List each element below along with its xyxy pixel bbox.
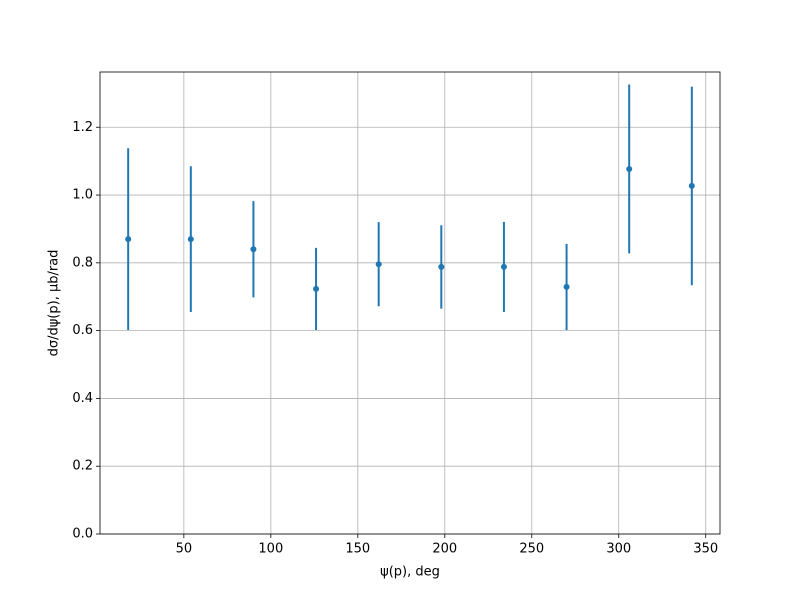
x-tick-label: 300 [606,542,631,557]
y-tick-label: 0.2 [72,459,93,474]
data-point [688,182,695,189]
x-tick-label: 50 [176,542,193,557]
y-axis-label: dσ/dψ(p), μb/rad [47,250,62,357]
plot-frame [99,71,721,535]
data-point [375,261,382,268]
data-point [313,285,320,292]
data-point [438,263,445,270]
y-tick-label: 0.4 [72,391,93,406]
data-point [250,246,257,253]
data-point [500,263,507,270]
x-tick-label: 150 [345,542,370,557]
data-point [187,236,194,243]
data-point [125,236,132,243]
y-tick-label: 0.0 [72,527,93,542]
data-point [563,283,570,290]
x-tick-label: 350 [693,542,718,557]
y-tick-label: 0.8 [72,255,93,270]
x-axis-label: ψ(p), deg [380,565,440,580]
y-tick-label: 1.2 [72,120,93,135]
y-tick-label: 0.6 [72,323,93,338]
x-tick-label: 200 [432,542,457,557]
x-tick-label: 100 [258,542,283,557]
y-tick-label: 1.0 [72,188,93,203]
x-tick-label: 250 [519,542,544,557]
data-point [626,165,633,172]
